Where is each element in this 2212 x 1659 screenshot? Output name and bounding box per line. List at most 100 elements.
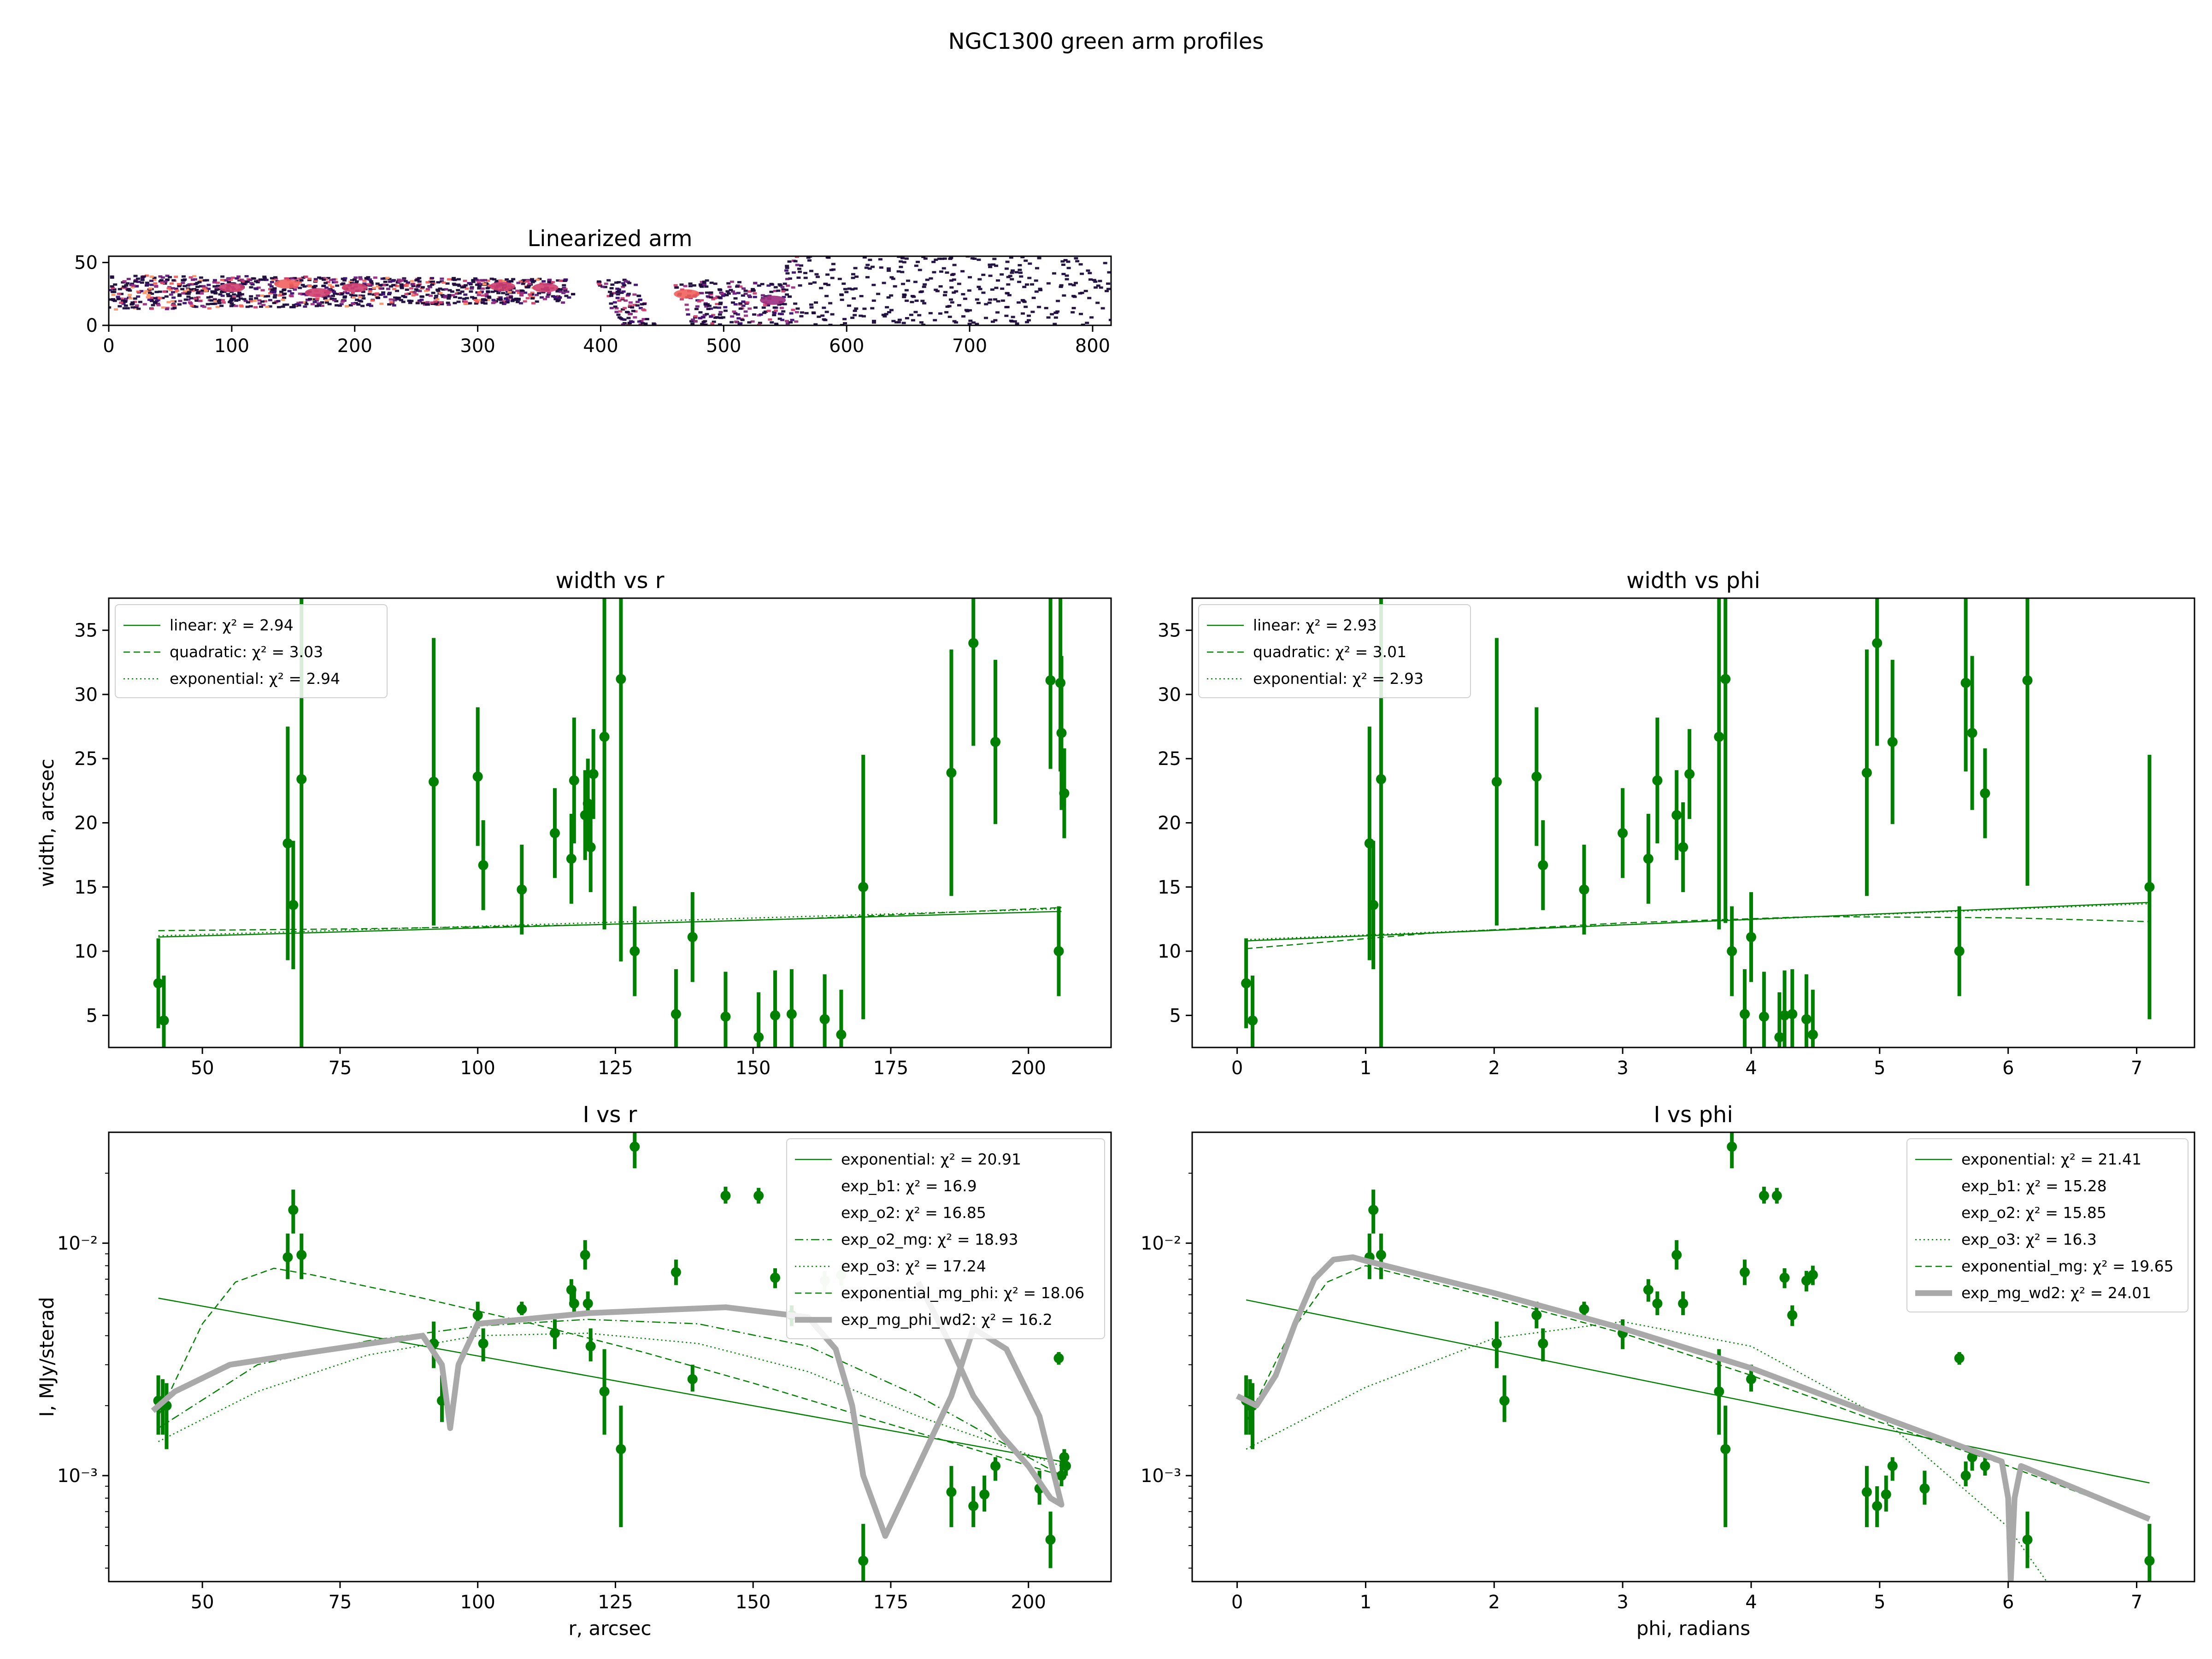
arm-pixel	[990, 288, 994, 291]
arm-pixel	[523, 300, 527, 303]
arm-pixel	[638, 299, 642, 301]
arm-pixel	[165, 308, 169, 311]
arm-pixel	[112, 288, 117, 291]
arm-pixel	[336, 293, 341, 295]
arm-pixel	[967, 289, 971, 292]
arm-pixel	[743, 310, 748, 313]
arm-pixel	[324, 299, 329, 302]
arm-pixel	[416, 285, 420, 288]
arm-pixel	[803, 271, 808, 274]
data-point	[1954, 1353, 1965, 1364]
arm-pixel	[906, 279, 911, 282]
arm-pixel	[704, 305, 709, 308]
arm-pixel	[417, 280, 422, 283]
arm-pixel	[975, 323, 979, 325]
arm-pixel	[145, 282, 149, 284]
arm-pixel	[564, 294, 569, 297]
arm-pixel	[109, 306, 112, 309]
arm-pixel	[429, 294, 433, 297]
arm-pixel	[411, 294, 416, 297]
arm-pixel	[260, 300, 265, 303]
arm-pixel	[474, 278, 479, 281]
data-point	[1652, 1298, 1663, 1309]
arm-pixel	[464, 302, 468, 305]
arm-pixel	[148, 287, 153, 290]
arm-pixel	[206, 288, 211, 290]
arm-pixel	[110, 285, 114, 288]
data-point	[582, 1298, 593, 1309]
arm-pixel	[700, 299, 704, 302]
axes-frame	[108, 255, 1112, 326]
arm-pixel	[1106, 288, 1111, 290]
arm-pixel	[126, 288, 130, 291]
arm-pixel	[571, 293, 576, 295]
arm-pixel	[490, 290, 495, 293]
arm-pixel	[430, 280, 435, 283]
arm-pixel	[272, 301, 276, 304]
arm-pixel	[114, 308, 118, 311]
x-tick-label: 4	[1745, 1592, 1757, 1613]
arm-pixel	[343, 277, 347, 280]
y-tick-label: 15	[1158, 877, 1181, 898]
arm-pixel	[1015, 322, 1019, 325]
arm-pixel	[547, 278, 552, 281]
arm-pixel	[506, 299, 510, 302]
arm-pixel	[785, 272, 790, 275]
arm-pixel	[968, 309, 972, 312]
arm-pixel	[840, 324, 844, 325]
arm-pixel	[340, 300, 345, 303]
arm-pixel	[260, 289, 265, 292]
arm-pixel	[1018, 271, 1023, 274]
arm-pixel	[904, 257, 909, 260]
arm-pixel	[399, 285, 404, 288]
arm-pixel	[388, 285, 393, 288]
data-point	[1980, 1461, 1990, 1471]
arm-pixel	[780, 286, 785, 288]
arm-pixel	[395, 289, 400, 292]
arm-pixel	[596, 280, 601, 283]
arm-pixel	[469, 287, 474, 290]
arm-pixel	[558, 288, 563, 291]
arm-pixel	[304, 294, 309, 296]
arm-pixel	[901, 282, 906, 285]
arm-pixel	[387, 278, 392, 281]
x-axis-label: r, arcsec	[569, 1617, 652, 1640]
arm-pixel	[190, 289, 194, 292]
legend-label-exponential: exponential: χ² = 20.91	[841, 1150, 1021, 1168]
arm-pixel	[610, 283, 615, 286]
arm-pixel	[186, 298, 191, 301]
arm-pixel	[781, 290, 786, 293]
y-tick-label: 10	[1158, 941, 1181, 962]
arm-pixel	[136, 290, 141, 293]
arm-pixel	[516, 300, 520, 303]
arm-pixel	[784, 269, 788, 272]
arm-pixel	[621, 323, 625, 325]
arm-pixel	[507, 291, 512, 294]
data-point	[1714, 1386, 1724, 1397]
arm-pixel	[328, 284, 332, 287]
arm-pixel	[563, 278, 568, 281]
series-line-exponential_mg_phi	[158, 1267, 1062, 1477]
data-point	[1954, 946, 1965, 957]
arm-pixel	[937, 258, 941, 260]
arm-pixel	[700, 323, 705, 325]
arm-pixel	[712, 320, 716, 323]
arm-pixel	[710, 322, 715, 325]
arm-pixel	[327, 303, 332, 306]
arm-pixel	[978, 288, 982, 290]
data-point	[1376, 1250, 1386, 1260]
arm-pixel	[1024, 259, 1028, 262]
arm-pixel	[447, 303, 451, 306]
arm-pixel	[111, 294, 116, 296]
arm-pixel	[726, 282, 731, 285]
arm-pixel	[871, 283, 876, 286]
arm-pixel	[393, 296, 398, 299]
arm-pixel	[194, 282, 198, 285]
arm-pixel	[431, 291, 435, 294]
arm-pixel	[268, 288, 273, 290]
arm-pixel	[929, 277, 933, 280]
arm-pixel	[359, 300, 364, 303]
arm-pixel	[277, 294, 282, 297]
arm-pixel	[501, 292, 506, 294]
arm-pixel	[447, 278, 452, 281]
